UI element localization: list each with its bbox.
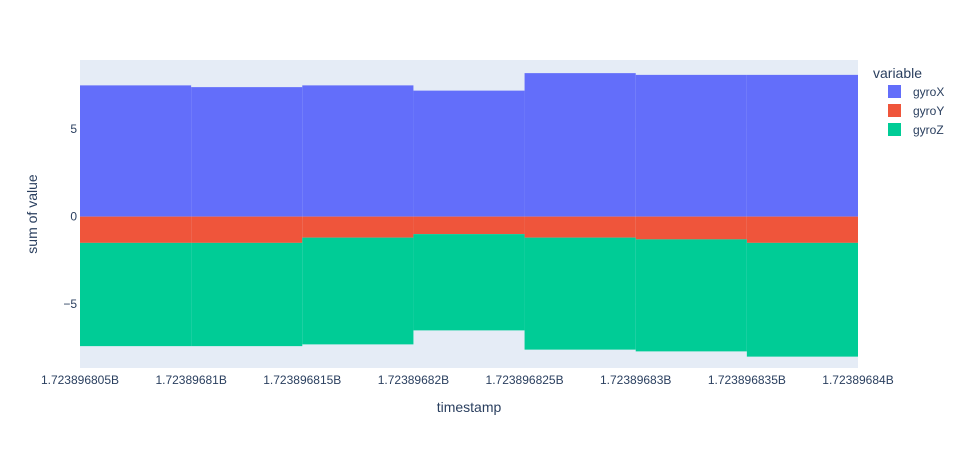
- legend-swatch: [888, 123, 901, 136]
- bar-gyroz[interactable]: [524, 237, 636, 350]
- legend-item-gyroy[interactable]: gyroY: [888, 104, 944, 118]
- legend-label: gyroX: [913, 85, 944, 99]
- bar-gyroz[interactable]: [80, 242, 192, 347]
- x-tick-label: 1.72389682B: [378, 373, 449, 387]
- y-tick-label: 0: [70, 210, 77, 224]
- bar-gyrox[interactable]: [524, 73, 636, 217]
- x-ticks: 1.723896805B 1.72389681B 1.723896815B 1.723…: [41, 373, 894, 387]
- legend-swatch: [888, 104, 901, 117]
- bar-gyrox[interactable]: [635, 74, 747, 217]
- bar-gyrox[interactable]: [191, 87, 303, 217]
- bar-gyroy[interactable]: [746, 216, 858, 243]
- x-tick-label: 1.723896805B: [41, 373, 119, 387]
- bar-gyrox[interactable]: [302, 85, 414, 217]
- legend-swatch: [888, 85, 901, 98]
- x-tick-label: 1.723896825B: [486, 373, 564, 387]
- legend-item-gyrox[interactable]: gyroX: [888, 85, 944, 99]
- bar-gyroy[interactable]: [80, 216, 192, 243]
- bar-gyroz[interactable]: [302, 237, 414, 345]
- x-tick-label: 1.72389681B: [155, 373, 226, 387]
- bars: [80, 73, 858, 357]
- legend-item-gyroz[interactable]: gyroZ: [888, 123, 944, 137]
- x-tick-label: 1.72389683B: [600, 373, 671, 387]
- y-ticks: −5 0 5: [63, 122, 77, 311]
- bar-gyroy[interactable]: [413, 216, 525, 235]
- legend-title: variable: [873, 65, 922, 81]
- bar-gyroz[interactable]: [413, 234, 525, 331]
- bar-gyroz[interactable]: [191, 242, 303, 347]
- bar-gyroy[interactable]: [524, 216, 636, 238]
- y-tick-label: 5: [70, 122, 77, 136]
- bar-gyrox[interactable]: [746, 74, 858, 217]
- bar-gyroz[interactable]: [746, 242, 858, 357]
- bar-gyroy[interactable]: [191, 216, 303, 243]
- x-tick-label: 1.72389684B: [822, 373, 893, 387]
- x-tick-label: 1.723896815B: [263, 373, 341, 387]
- legend-label: gyroY: [913, 104, 944, 118]
- bar-gyrox[interactable]: [413, 90, 525, 217]
- legend: variable gyroX gyroY gyroZ: [873, 65, 944, 137]
- bar-gyroy[interactable]: [635, 216, 747, 240]
- x-axis-title: timestamp: [437, 399, 502, 415]
- bar-gyroy[interactable]: [302, 216, 414, 238]
- x-tick-label: 1.723896835B: [708, 373, 786, 387]
- legend-label: gyroZ: [913, 123, 944, 137]
- bar-gyrox[interactable]: [80, 85, 192, 217]
- y-axis-title: sum of value: [24, 174, 40, 254]
- bar-gyroz[interactable]: [635, 239, 747, 352]
- y-tick-label: −5: [63, 297, 77, 311]
